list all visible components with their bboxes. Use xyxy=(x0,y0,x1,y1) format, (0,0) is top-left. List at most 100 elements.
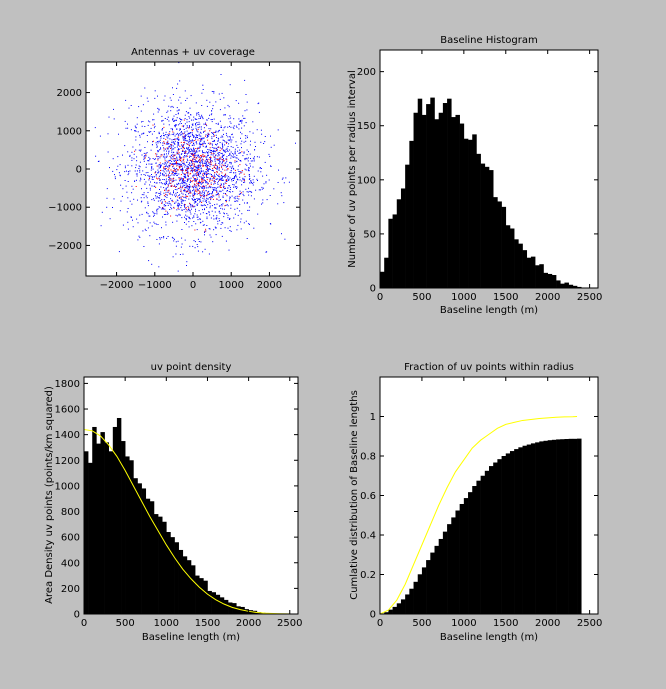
uv-point xyxy=(242,199,244,201)
uv-point xyxy=(225,141,227,143)
antenna-point xyxy=(221,172,223,174)
antenna-point xyxy=(174,154,176,156)
uv-point xyxy=(207,154,209,156)
uv-point xyxy=(228,106,230,108)
antenna-point xyxy=(180,174,182,176)
uv-point xyxy=(180,157,182,159)
antenna-point xyxy=(227,168,229,170)
uv-point xyxy=(166,156,168,158)
uv-point xyxy=(236,229,238,231)
histogram-bar xyxy=(384,257,389,288)
uv-point xyxy=(191,152,193,154)
uv-point xyxy=(247,209,249,211)
uv-point xyxy=(188,178,190,180)
uv-point xyxy=(193,173,195,175)
antenna-point xyxy=(192,176,194,178)
uv-point xyxy=(206,225,208,226)
uv-point xyxy=(176,146,178,148)
uv-point xyxy=(167,110,169,112)
uv-point xyxy=(201,160,203,162)
uv-point xyxy=(194,194,195,196)
antenna-point xyxy=(193,156,195,158)
uv-point xyxy=(188,187,190,189)
uv-point xyxy=(143,197,145,199)
uv-point xyxy=(196,205,198,206)
x-tick-label: 0 xyxy=(377,618,383,629)
uv-point xyxy=(170,206,172,208)
uv-point xyxy=(215,143,216,145)
uv-point xyxy=(196,150,198,152)
uv-point xyxy=(136,173,138,175)
uv-point xyxy=(187,148,189,150)
uv-point xyxy=(119,164,121,166)
antenna-point xyxy=(184,173,186,175)
uv-point xyxy=(214,174,215,176)
uv-point xyxy=(200,176,202,178)
uv-point xyxy=(143,156,145,158)
uv-point xyxy=(209,157,211,158)
antenna-point xyxy=(205,228,207,230)
antenna-point xyxy=(239,164,241,166)
uv-point xyxy=(228,155,230,156)
uv-point xyxy=(190,167,192,169)
uv-point xyxy=(241,122,243,124)
uv-point xyxy=(191,149,192,151)
uv-point xyxy=(141,194,143,196)
uv-point xyxy=(232,136,234,138)
uv-point xyxy=(204,173,206,175)
uv-point xyxy=(175,214,177,216)
uv-point xyxy=(205,180,206,182)
antenna-point xyxy=(188,192,190,194)
uv-point xyxy=(167,148,169,150)
histogram-bar xyxy=(526,257,532,288)
uv-point xyxy=(213,150,215,152)
uv-point xyxy=(211,132,213,134)
uv-point xyxy=(193,161,195,163)
uv-point xyxy=(178,139,180,141)
antenna-point xyxy=(217,159,219,160)
x-tick-label: 0 xyxy=(377,292,383,303)
uv-point xyxy=(190,160,192,162)
uv-point xyxy=(144,126,146,127)
uv-point xyxy=(225,240,227,242)
uv-point xyxy=(139,214,141,216)
uv-point xyxy=(231,166,233,168)
uv-point xyxy=(127,123,128,125)
uv-point xyxy=(198,121,200,123)
uv-point xyxy=(189,140,191,142)
uv-point xyxy=(234,151,236,153)
uv-point xyxy=(192,150,194,152)
uv-point xyxy=(229,136,231,138)
uv-point xyxy=(200,195,202,197)
uv-point xyxy=(184,123,186,125)
antenna-point xyxy=(199,160,201,162)
histogram-bar xyxy=(480,163,486,288)
uv-point xyxy=(200,161,202,163)
uv-point xyxy=(213,183,215,185)
y-axis-label-baseline-histogram: Number of uv points per radius interval xyxy=(347,70,358,268)
uv-point xyxy=(202,155,204,157)
uv-point xyxy=(141,154,143,156)
uv-point xyxy=(194,199,196,200)
antenna-point xyxy=(196,182,198,184)
uv-point xyxy=(179,163,181,165)
uv-point xyxy=(176,110,178,112)
uv-point xyxy=(193,192,195,194)
uv-point xyxy=(148,160,150,162)
antenna-point xyxy=(221,148,223,150)
uv-point xyxy=(204,187,206,189)
uv-point xyxy=(166,136,168,138)
uv-point xyxy=(206,194,208,196)
uv-point xyxy=(211,146,213,148)
uv-point xyxy=(181,209,183,211)
uv-point xyxy=(203,140,205,142)
antenna-point xyxy=(200,139,202,141)
uv-point xyxy=(229,198,231,200)
histogram-bar xyxy=(451,117,456,288)
uv-point xyxy=(208,253,210,255)
uv-point xyxy=(165,143,167,145)
uv-point xyxy=(218,130,220,132)
antenna-point xyxy=(194,170,196,172)
uv-point xyxy=(213,153,215,155)
cumulative-bar xyxy=(455,510,460,614)
